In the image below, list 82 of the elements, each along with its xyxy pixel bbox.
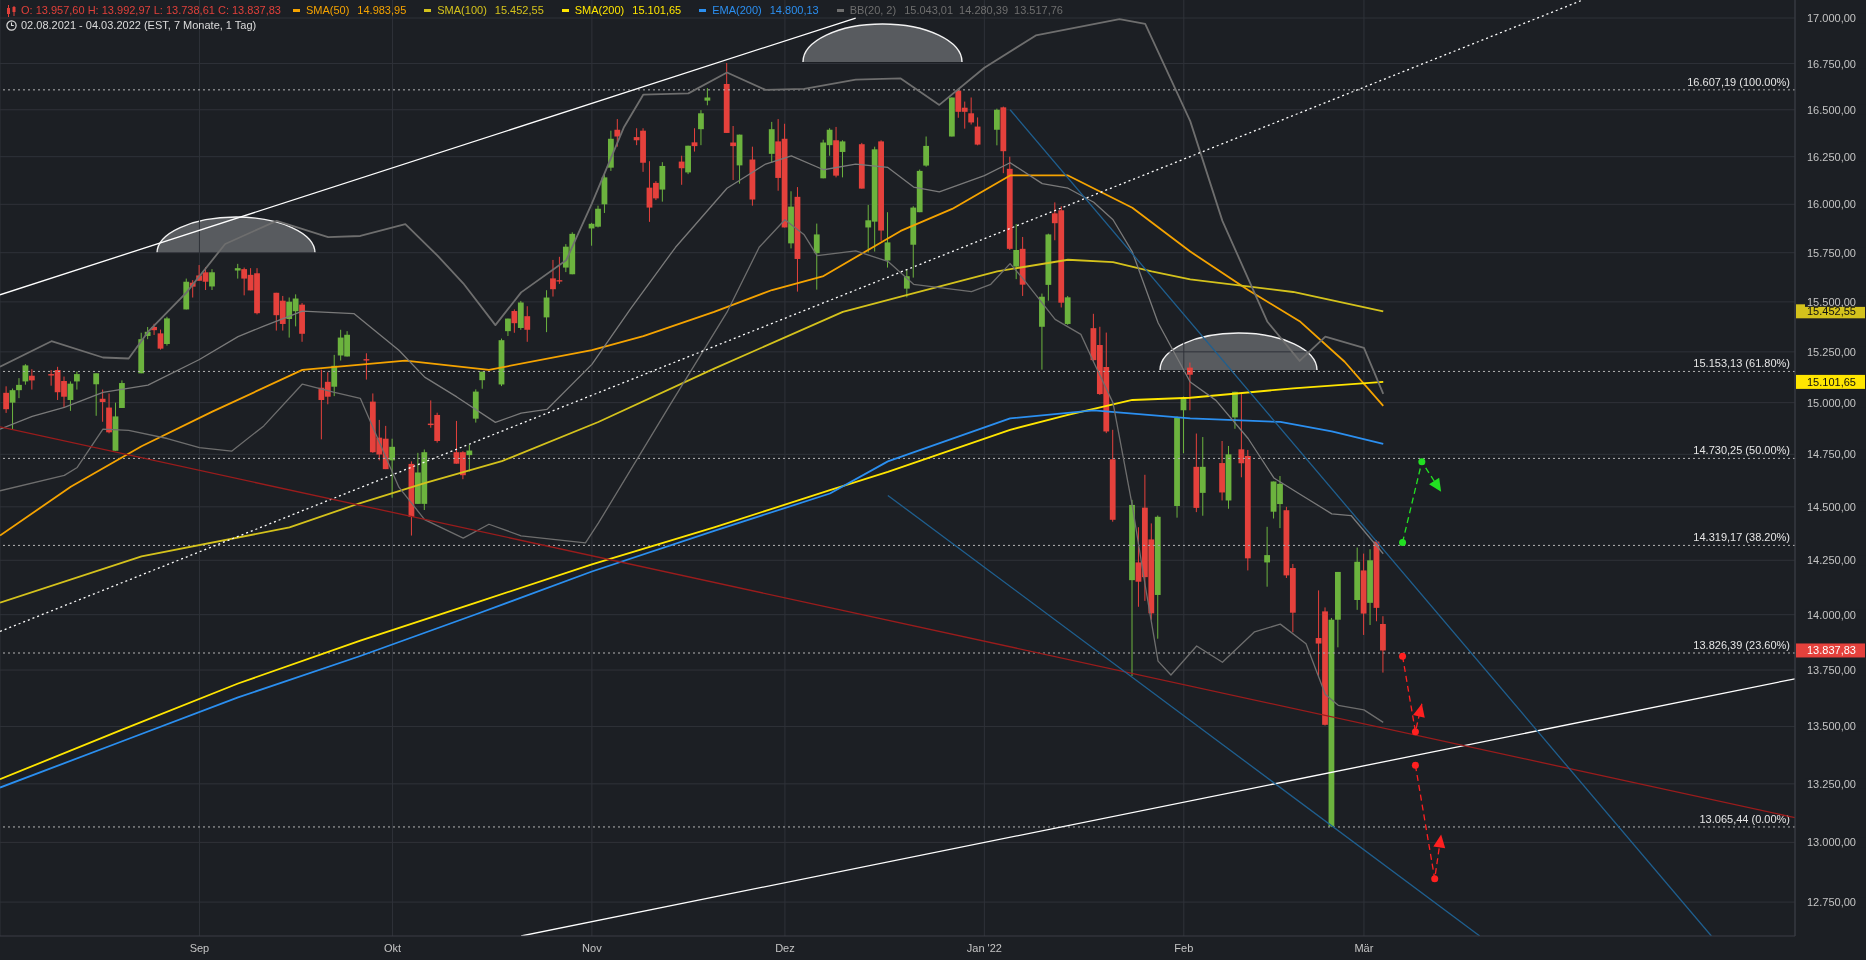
annotation: 15.452,55 (494, 3, 544, 18)
legend-label: SMA(200) (574, 3, 625, 18)
x-tick-label: Nov (582, 941, 603, 954)
x-tick-label: Okt (383, 941, 402, 954)
ref-line-label: 15.153,13 (61.80%) (1693, 357, 1790, 370)
y-tick-label: 13.250,00 (1807, 777, 1856, 790)
y-tick-label: 15.000,00 (1807, 396, 1856, 409)
ref-line-label: 13.065,44 (0.00%) (1699, 812, 1790, 825)
y-tick-label: 16.250,00 (1807, 150, 1856, 163)
candlestick (839, 139, 846, 178)
annotation: 15.043,01 (904, 3, 954, 18)
line-series (0, 219, 1384, 724)
annotation: 15.101,65 (632, 3, 682, 18)
y-tick-label: 15.101,65 (1807, 375, 1856, 388)
line-series (0, 18, 1385, 395)
y-tick-label: 16.500,00 (1807, 103, 1856, 116)
point (1399, 652, 1407, 660)
candlestick (99, 389, 106, 423)
annotation: 14.983,95 (357, 3, 407, 18)
y-tick-label: 16.000,00 (1807, 198, 1856, 211)
y-tick-label: 15.750,00 (1807, 246, 1856, 259)
ref-line-label: 16.607,19 (100.00%) (1687, 75, 1790, 88)
point (1418, 458, 1426, 466)
legend-label: SMA(100) (437, 3, 487, 18)
candlestick (363, 352, 370, 381)
y-tick-label: 15.500,00 (1807, 295, 1856, 308)
legend-label: BB(20, 2) (849, 3, 897, 18)
candlestick (994, 108, 1000, 146)
ref-line-label: 14.319,17 (38.20%) (1693, 531, 1790, 544)
candlestick (813, 223, 820, 291)
y-tick-label: 12.750,00 (1807, 896, 1856, 909)
candlestick (698, 109, 704, 146)
y-tick-label: 14.250,00 (1807, 554, 1856, 567)
y-tick-label: 13.000,00 (1807, 836, 1856, 849)
candlestick (678, 155, 685, 186)
candlestick (1264, 526, 1271, 588)
y-tick-label: 13.750,00 (1807, 664, 1856, 677)
x-tick-label: Mär (1354, 941, 1374, 954)
point (1431, 875, 1439, 883)
ref-line-label: 13.826,39 (23.60%) (1693, 639, 1790, 652)
y-tick-label: 13.837,83 (1807, 644, 1856, 657)
chart-title: O: 13.957,60 H: 13.992,97 L: 13.738,61 C: 13.837,83 (21, 3, 281, 18)
x-tick-label: Jan '22 (966, 941, 1002, 954)
candlestick (1013, 223, 1020, 280)
annotation: 14.800,13 (769, 3, 819, 18)
line-series (0, 258, 1385, 604)
candlestick (157, 329, 164, 351)
point (1411, 728, 1419, 736)
point (1399, 538, 1407, 546)
candlestick (93, 372, 100, 417)
candlestick (73, 371, 80, 391)
candlestick (923, 136, 930, 168)
candlestick (691, 127, 698, 153)
y-tick-label: 17.000,00 (1807, 12, 1856, 25)
candlestick (659, 161, 666, 203)
annotation: 14.280,39 (959, 3, 1009, 18)
y-tick-label: 16.750,00 (1807, 57, 1856, 70)
legend-label: SMA(50) (305, 3, 350, 18)
candlestick (9, 388, 16, 430)
candlestick (1187, 362, 1193, 411)
y-tick-label: 14.000,00 (1807, 608, 1856, 621)
y-tick-label: 13.500,00 (1807, 720, 1856, 733)
candlestick (331, 354, 338, 397)
y-tick-label: 14.750,00 (1807, 448, 1856, 461)
text: 02.08.2021 - 04.03.2022 (EST, 7 Monate, 1 Tag) (21, 18, 257, 33)
candlestick (968, 96, 975, 126)
ref-line-label: 14.730,25 (50.00%) (1693, 444, 1790, 457)
candlestick (524, 305, 531, 343)
candlestick (511, 308, 518, 334)
y-tick-label: 14.500,00 (1807, 500, 1856, 513)
point (1411, 761, 1419, 769)
candlestick (16, 377, 22, 399)
x-tick-label: Dez (775, 941, 795, 954)
candlestick (209, 268, 215, 291)
x-tick-label: Sep (189, 941, 210, 954)
annotation: 13.517,76 (1014, 3, 1063, 18)
candlestick (614, 118, 621, 148)
candlestick (389, 438, 396, 499)
candlestick (3, 385, 10, 414)
y-tick-label: 15.250,00 (1807, 345, 1856, 358)
legend-label: EMA(200) (712, 3, 762, 18)
x-tick-label: Feb (1174, 941, 1194, 954)
